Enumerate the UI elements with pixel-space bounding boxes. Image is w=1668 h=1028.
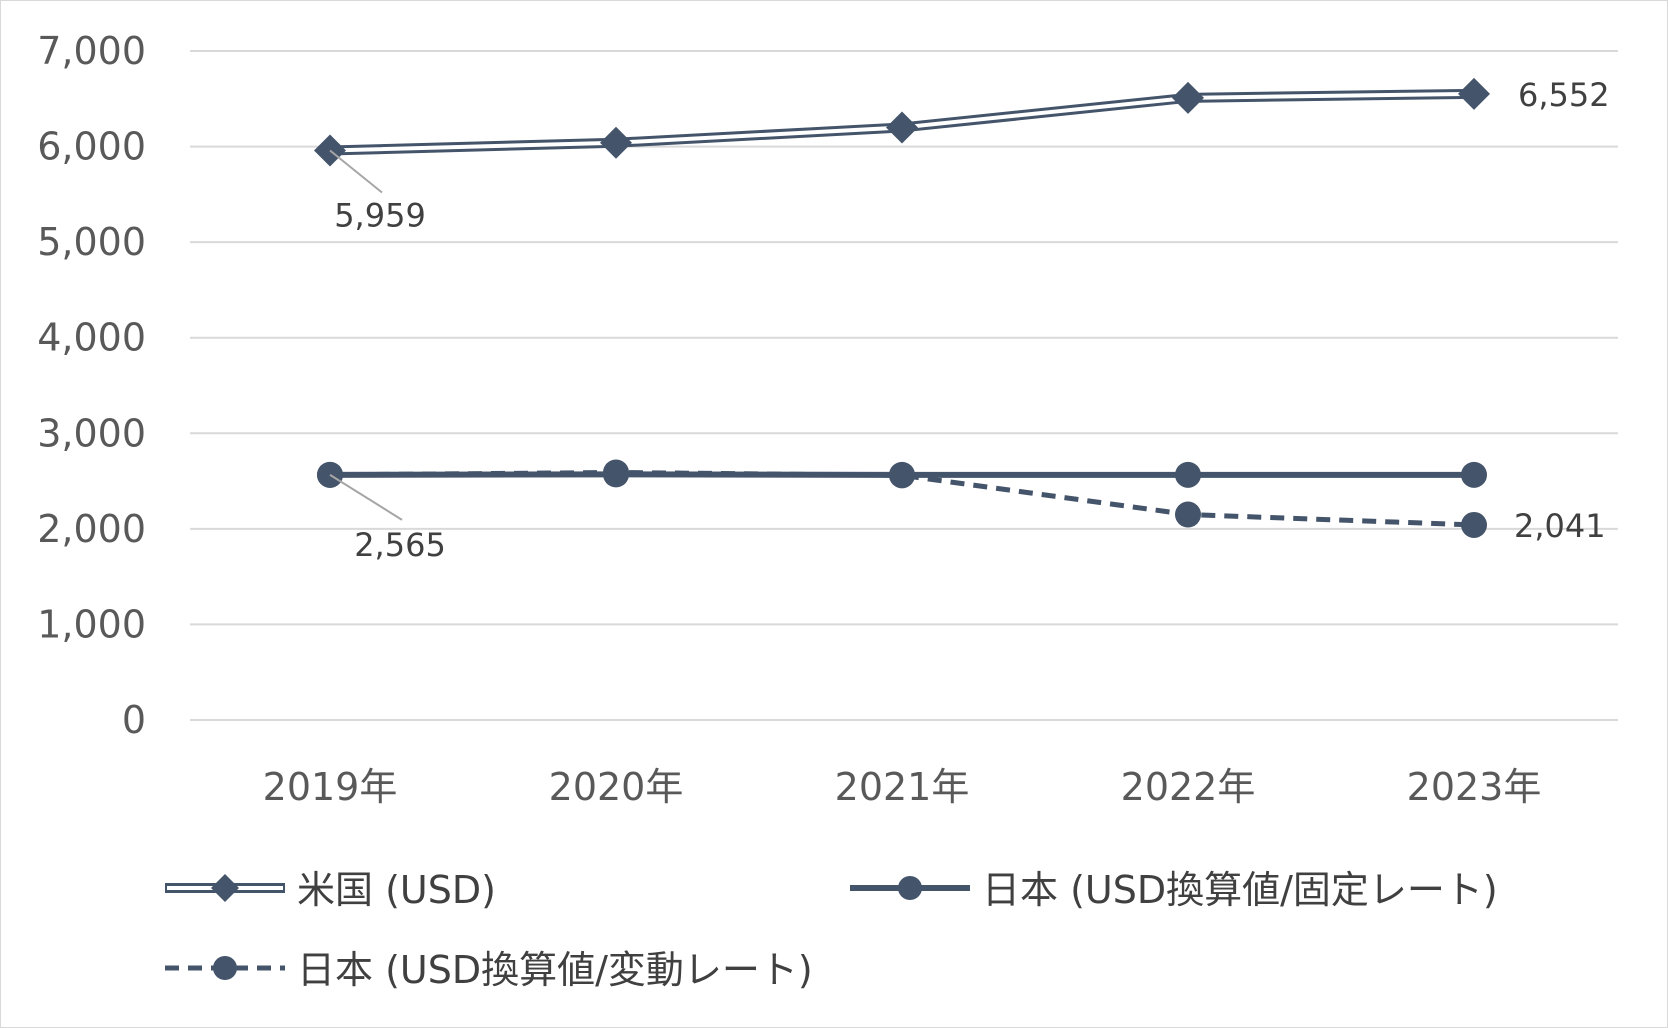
- series-1: [314, 77, 1490, 167]
- x-tick-label: 2020年: [549, 765, 684, 809]
- series-2: [317, 461, 1487, 488]
- data-point-marker: [889, 461, 915, 488]
- y-tick-label: 5,000: [37, 220, 146, 264]
- gridlines: [190, 50, 1618, 721]
- x-tick-label: 2019年: [263, 765, 398, 809]
- label-leader-line: [329, 149, 383, 194]
- data-label: 5,959: [334, 196, 426, 234]
- legend-marker: [213, 956, 237, 980]
- y-axis: 0 1,000 2,000 3,000 4,000 5,000 6,000 7,000: [37, 29, 146, 742]
- data-point-marker: [1458, 77, 1490, 110]
- y-tick-label: 1,000: [37, 602, 146, 646]
- x-tick-label: 2021年: [835, 765, 970, 809]
- legend-item-3: 日本 (USD換算値/変動レート): [165, 948, 813, 992]
- data-point-marker: [603, 461, 629, 488]
- series-layer: [314, 77, 1490, 538]
- y-tick-label: 7,000: [37, 29, 146, 73]
- legend-label: 日本 (USD換算値/固定レート): [982, 868, 1498, 912]
- data-point-marker: [886, 111, 918, 144]
- x-tick-label: 2023年: [1407, 765, 1542, 809]
- data-label: 2,041: [1514, 507, 1606, 545]
- legend-label: 日本 (USD換算値/変動レート): [297, 948, 813, 992]
- data-label: 6,552: [1518, 76, 1610, 114]
- legend: 米国 (USD) 日本 (USD換算値/固定レート) 日本 (USD換算値/変動レー…: [165, 868, 1498, 992]
- y-tick-label: 6,000: [37, 125, 146, 169]
- legend-marker: [898, 876, 922, 900]
- data-point-marker: [1461, 461, 1487, 488]
- data-point-marker: [1175, 461, 1201, 488]
- data-point-marker: [1175, 501, 1201, 528]
- data-point-marker: [1461, 511, 1487, 538]
- legend-item-1: 米国 (USD): [165, 868, 496, 912]
- y-tick-label: 4,000: [37, 316, 146, 360]
- data-labels: 5,959 6,552 2,565 2,041: [329, 76, 1610, 564]
- data-point-marker: [1172, 81, 1204, 114]
- y-tick-label: 2,000: [37, 507, 146, 551]
- legend-item-2: 日本 (USD換算値/固定レート): [850, 868, 1498, 912]
- data-point-marker: [600, 126, 632, 159]
- legend-label: 米国 (USD): [297, 868, 496, 912]
- x-tick-label: 2022年: [1121, 765, 1256, 809]
- legend-marker: [211, 874, 239, 902]
- y-tick-label: 3,000: [37, 411, 146, 455]
- data-label: 2,565: [354, 526, 446, 564]
- y-tick-label: 0: [122, 698, 146, 742]
- label-leader-line: [329, 474, 403, 521]
- x-axis: 2019年 2020年 2021年 2022年 2023年: [263, 765, 1542, 809]
